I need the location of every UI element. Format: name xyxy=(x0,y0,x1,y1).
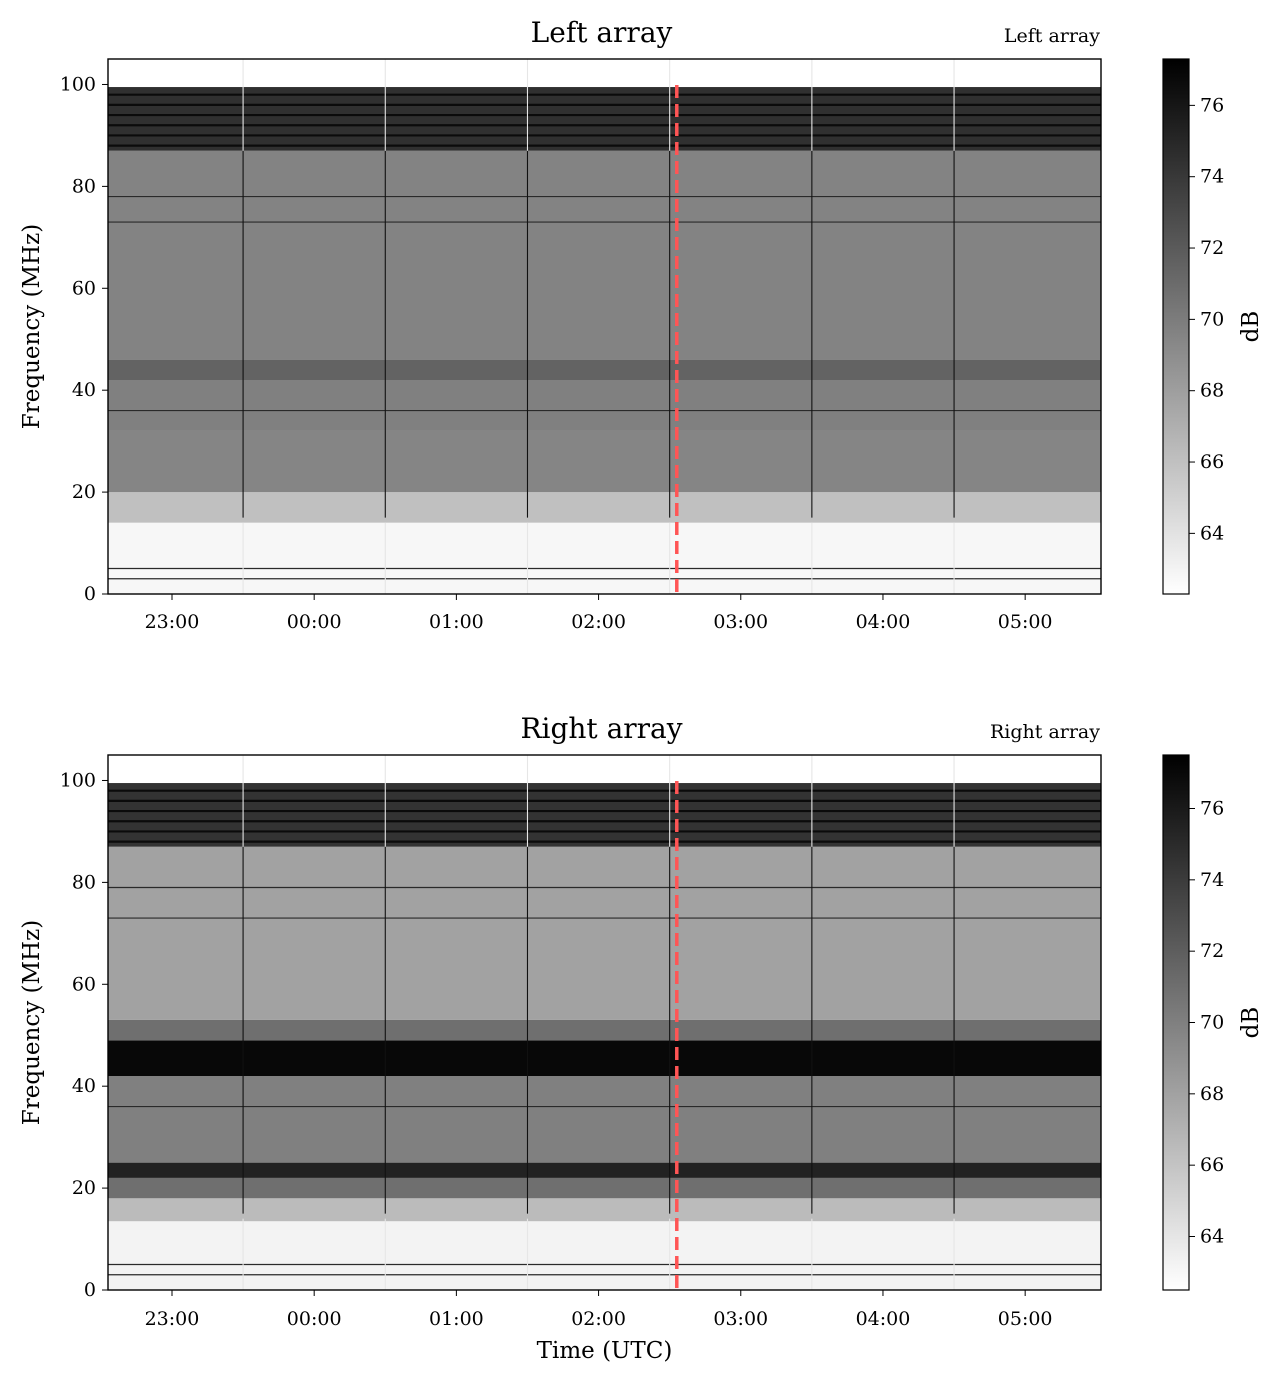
frequency-band xyxy=(108,492,1101,523)
frequency-band xyxy=(108,846,1101,1020)
y-tick-label: 40 xyxy=(72,379,96,401)
panel-left-array: 23:00 00:00 01:00 02:00 03:00 04:00 05:00 0 20 40… xyxy=(19,16,1264,633)
frequency-band xyxy=(108,1221,1101,1290)
y-tick-label: 60 xyxy=(72,277,96,299)
frequency-band xyxy=(108,1019,1101,1041)
y-axis-label: Frequency (MHz) xyxy=(19,224,45,429)
frequency-band xyxy=(108,755,1101,784)
x-tick-label: 05:00 xyxy=(998,611,1053,633)
plot-frame xyxy=(107,754,1102,1291)
colorbar-tick-label: 66 xyxy=(1200,451,1224,473)
y-axis-label: Frequency (MHz) xyxy=(19,920,45,1125)
y-tick-label: 80 xyxy=(72,175,96,197)
frequency-band xyxy=(108,87,1101,151)
x-tick-label: 05:00 xyxy=(998,1308,1053,1330)
x-axis-label: Time (UTC) xyxy=(537,1338,673,1364)
colorbar-tick-label: 64 xyxy=(1200,1226,1224,1248)
x-tick-label: 23:00 xyxy=(145,611,200,633)
x-tick-label: 03:00 xyxy=(713,611,768,633)
x-tick-label: 02:00 xyxy=(571,611,626,633)
panel-right-array: 23:00 00:00 01:00 02:00 03:00 04:00 05:00 0 20 40… xyxy=(19,712,1264,1364)
x-tick-label: 04:00 xyxy=(856,1308,911,1330)
frequency-band xyxy=(108,430,1101,493)
frequency-band xyxy=(108,1162,1101,1178)
colorbar-tick-label: 74 xyxy=(1200,166,1224,188)
frequency-band xyxy=(108,150,1101,360)
colorbar xyxy=(1162,58,1190,595)
y-tick-label: 100 xyxy=(60,73,96,95)
x-tick-label: 04:00 xyxy=(856,611,911,633)
colorbar-label: dB xyxy=(1238,311,1264,343)
frequency-band xyxy=(108,380,1101,431)
frequency-band xyxy=(108,1177,1101,1199)
x-tick-label: 03:00 xyxy=(713,1308,768,1330)
colorbar-tick-label: 72 xyxy=(1200,940,1224,962)
y-tick-label: 40 xyxy=(72,1075,96,1097)
colorbar-label: dB xyxy=(1238,1007,1264,1039)
y-tick-label: 100 xyxy=(60,769,96,791)
y-tick-label: 20 xyxy=(72,481,96,503)
frequency-band xyxy=(108,59,1101,88)
x-tick-label: 00:00 xyxy=(287,611,342,633)
corner-label: Left array xyxy=(1004,25,1100,47)
frequency-band xyxy=(108,1076,1101,1163)
y-tick-label: 60 xyxy=(72,973,96,995)
x-tick-label: 23:00 xyxy=(145,1308,200,1330)
colorbar-tick-label: 68 xyxy=(1200,380,1224,402)
colorbar xyxy=(1162,754,1190,1291)
colorbar-tick-label: 76 xyxy=(1200,798,1224,820)
colorbar-tick-label: 72 xyxy=(1200,237,1224,259)
y-tick-label: 20 xyxy=(72,1177,96,1199)
colorbar-tick-label: 76 xyxy=(1200,94,1224,116)
y-tick-label: 0 xyxy=(84,1279,96,1301)
frequency-band xyxy=(108,522,1101,594)
chart-title: Right array xyxy=(520,712,682,745)
x-tick-label: 02:00 xyxy=(571,1308,626,1330)
y-tick-label: 80 xyxy=(72,871,96,893)
colorbar-tick-label: 70 xyxy=(1200,308,1224,330)
chart-title: Left array xyxy=(531,16,673,49)
frequency-band xyxy=(108,1040,1101,1076)
colorbar-tick-label: 70 xyxy=(1200,1012,1224,1034)
colorbar-tick-label: 74 xyxy=(1200,869,1224,891)
frequency-band xyxy=(108,359,1101,380)
colorbar-tick-label: 68 xyxy=(1200,1083,1224,1105)
colorbar-tick-label: 64 xyxy=(1200,522,1224,544)
corner-label: Right array xyxy=(990,721,1100,743)
colorbar-tick-label: 66 xyxy=(1200,1154,1224,1176)
spectrogram-area xyxy=(108,59,1101,594)
plot-frame xyxy=(107,58,1102,595)
x-tick-label: 01:00 xyxy=(429,1308,484,1330)
y-tick-label: 0 xyxy=(84,583,96,605)
x-tick-label: 01:00 xyxy=(429,611,484,633)
x-tick-label: 00:00 xyxy=(287,1308,342,1330)
frequency-band xyxy=(108,783,1101,847)
frequency-band xyxy=(108,1198,1101,1222)
spectrogram-area xyxy=(108,755,1101,1290)
